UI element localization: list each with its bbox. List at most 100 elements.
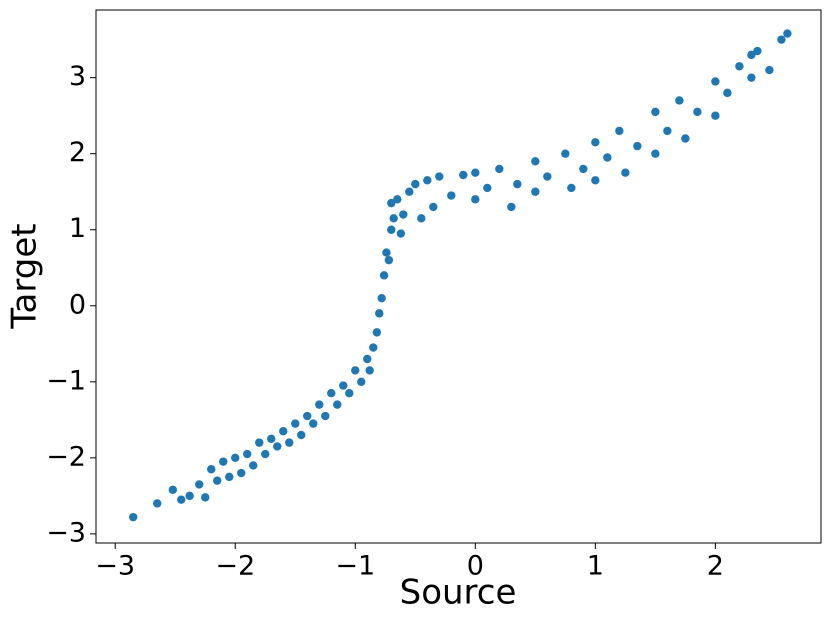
point — [219, 457, 228, 466]
y-tick-label: 2 — [69, 137, 86, 168]
point — [753, 46, 762, 56]
point — [249, 461, 258, 470]
x-axis-label: Source — [400, 573, 517, 613]
point — [417, 214, 426, 223]
point — [321, 411, 330, 421]
point — [372, 328, 382, 337]
point — [315, 400, 324, 409]
point — [351, 366, 360, 375]
point — [129, 512, 138, 522]
point — [153, 499, 162, 508]
point — [243, 449, 252, 459]
point — [345, 389, 354, 398]
point — [459, 170, 468, 180]
x-tick-label: −1 — [335, 551, 375, 582]
y-tick-label: 3 — [69, 61, 86, 92]
point — [339, 381, 348, 390]
point — [177, 495, 186, 504]
y-tick-label: −3 — [46, 517, 86, 548]
point — [363, 354, 372, 364]
point — [765, 65, 774, 75]
point — [591, 176, 600, 185]
point — [543, 172, 552, 181]
point — [382, 248, 391, 257]
point — [531, 157, 540, 166]
point — [681, 134, 690, 143]
point — [633, 141, 642, 151]
y-tick-label: −2 — [46, 441, 86, 472]
point — [747, 73, 756, 82]
x-tick-label: −2 — [215, 551, 255, 582]
point — [711, 77, 720, 86]
point — [237, 468, 246, 478]
point — [471, 195, 480, 204]
point — [411, 179, 420, 189]
point — [396, 229, 406, 238]
y-tick-label: 1 — [69, 213, 86, 244]
point — [303, 411, 312, 421]
point — [375, 309, 384, 318]
point — [495, 164, 504, 174]
point — [735, 62, 744, 71]
point — [369, 343, 378, 352]
point — [567, 183, 576, 193]
point — [621, 168, 630, 177]
point — [693, 107, 702, 117]
point — [389, 214, 398, 223]
point — [387, 198, 396, 208]
point — [531, 187, 540, 196]
point — [513, 179, 522, 189]
point — [723, 88, 732, 98]
point — [471, 168, 480, 177]
plot-frame — [95, 9, 822, 544]
point — [405, 187, 414, 196]
point — [429, 202, 438, 212]
point — [675, 96, 684, 105]
point — [207, 465, 216, 474]
point — [333, 400, 342, 409]
point — [273, 442, 282, 451]
point — [423, 176, 432, 185]
point — [507, 202, 516, 212]
y-tick-label: −1 — [46, 365, 86, 396]
x-tick-label: −3 — [95, 551, 135, 582]
point — [393, 195, 402, 204]
point — [309, 419, 318, 428]
x-tick-label: 0 — [467, 551, 484, 582]
point — [201, 493, 210, 502]
point — [231, 453, 240, 463]
point — [357, 377, 366, 387]
point — [291, 419, 300, 428]
point — [297, 430, 306, 440]
point — [711, 111, 720, 120]
point — [783, 29, 792, 38]
point — [483, 183, 492, 193]
point — [195, 480, 204, 489]
point — [591, 138, 600, 147]
point — [777, 35, 786, 44]
point — [387, 225, 396, 234]
x-tick-label: 2 — [707, 551, 724, 582]
y-tick-label: 0 — [69, 289, 86, 320]
point — [185, 491, 194, 501]
point — [435, 172, 444, 181]
point — [747, 50, 756, 60]
point — [267, 434, 276, 444]
point — [225, 472, 234, 482]
point — [261, 449, 270, 459]
point — [615, 126, 624, 136]
point — [379, 271, 389, 280]
point — [579, 164, 588, 174]
point — [168, 485, 178, 494]
point — [651, 149, 660, 158]
point — [213, 476, 222, 485]
point — [651, 107, 660, 117]
x-tick-label: 1 — [587, 551, 604, 582]
y-axis-label: Target — [5, 223, 45, 329]
point — [279, 427, 288, 436]
point — [399, 210, 408, 219]
point — [255, 438, 264, 447]
point — [327, 389, 336, 398]
